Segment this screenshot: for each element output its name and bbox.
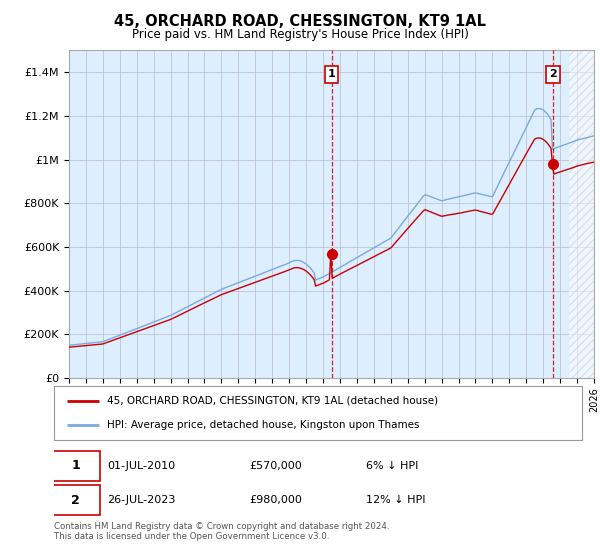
Text: 1: 1 <box>328 69 335 80</box>
Text: HPI: Average price, detached house, Kingston upon Thames: HPI: Average price, detached house, King… <box>107 420 419 430</box>
Text: 45, ORCHARD ROAD, CHESSINGTON, KT9 1AL (detached house): 45, ORCHARD ROAD, CHESSINGTON, KT9 1AL (… <box>107 396 438 406</box>
Text: £980,000: £980,000 <box>250 495 302 505</box>
Text: 26-JUL-2023: 26-JUL-2023 <box>107 495 175 505</box>
FancyBboxPatch shape <box>52 451 100 481</box>
Text: 2: 2 <box>71 494 80 507</box>
Text: £570,000: £570,000 <box>250 461 302 471</box>
Text: Price paid vs. HM Land Registry's House Price Index (HPI): Price paid vs. HM Land Registry's House … <box>131 28 469 41</box>
Text: 1: 1 <box>71 459 80 472</box>
Text: 12% ↓ HPI: 12% ↓ HPI <box>365 495 425 505</box>
Text: Contains HM Land Registry data © Crown copyright and database right 2024.
This d: Contains HM Land Registry data © Crown c… <box>54 522 389 542</box>
FancyBboxPatch shape <box>52 485 100 515</box>
FancyBboxPatch shape <box>54 386 582 440</box>
Text: 6% ↓ HPI: 6% ↓ HPI <box>365 461 418 471</box>
Text: 2: 2 <box>549 69 557 80</box>
Text: 45, ORCHARD ROAD, CHESSINGTON, KT9 1AL: 45, ORCHARD ROAD, CHESSINGTON, KT9 1AL <box>114 14 486 29</box>
Text: 01-JUL-2010: 01-JUL-2010 <box>107 461 175 471</box>
